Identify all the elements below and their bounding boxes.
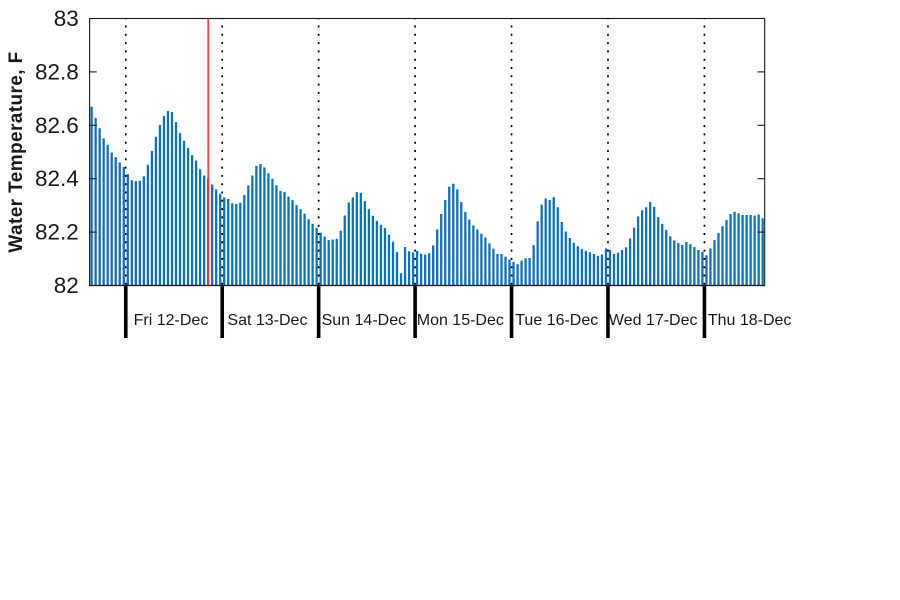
svg-text:Fri 12-Dec: Fri 12-Dec	[134, 312, 209, 329]
svg-text:Thu 18-Dec: Thu 18-Dec	[708, 312, 792, 329]
svg-text:82.2: 82.2	[35, 220, 79, 245]
svg-text:Wed 17-Dec: Wed 17-Dec	[609, 312, 698, 329]
svg-text:Water Temperature, F: Water Temperature, F	[6, 51, 27, 252]
svg-text:Sun 14-Dec: Sun 14-Dec	[322, 312, 407, 329]
svg-text:Tue 16-Dec: Tue 16-Dec	[515, 312, 598, 329]
svg-text:82.4: 82.4	[35, 166, 79, 191]
svg-text:Sat 13-Dec: Sat 13-Dec	[227, 312, 307, 329]
svg-text:82.6: 82.6	[35, 113, 79, 138]
svg-text:Mon 15-Dec: Mon 15-Dec	[417, 312, 504, 329]
svg-text:83: 83	[54, 6, 79, 31]
svg-text:82: 82	[54, 273, 79, 298]
svg-text:82.8: 82.8	[35, 59, 79, 84]
